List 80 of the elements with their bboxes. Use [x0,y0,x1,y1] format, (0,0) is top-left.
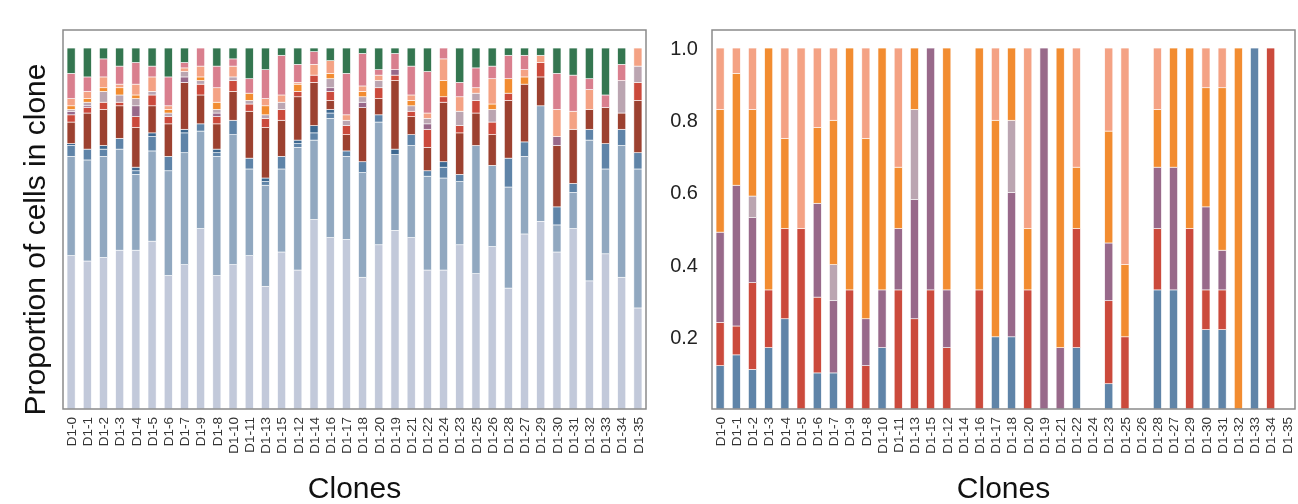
x-tick-label: D1-32 [582,417,598,454]
x-tick-label: D1-21 [403,417,419,454]
y-tick-label: 0.6 [670,181,698,204]
x-tick-label: D1-10 [225,417,241,454]
x-tick-label: D1-33 [598,417,614,454]
x-tick-label: D1-35 [630,417,646,454]
x-tick-label: D1-22 [1069,417,1085,454]
x-tick-label: D1-2 [96,417,112,447]
x-tick-label: D1-29 [1182,417,1198,454]
x-tick-label: D1-1 [729,417,745,447]
x-tick-label: D1-11 [241,417,257,453]
y-tick-label: 0.2 [670,325,698,348]
x-tick-label: D1-25 [1117,417,1133,454]
x-tick-label: D1-3 [761,417,777,447]
x-tick-label: D1-10 [874,417,890,454]
x-tick-label: D1-18 [355,417,371,454]
x-tick-label: D1-6 [809,417,825,447]
x-tick-label: D1-28 [1150,417,1166,454]
x-tick-label: D1-14 [306,416,322,454]
x-tick-label: D1-28 [501,417,517,454]
x-tick-label: D1-25 [468,417,484,454]
x-tick-label: D1-15 [274,417,290,454]
x-tick-label: D1-19 [1036,417,1052,454]
x-tick-label: D1-6 [160,417,176,447]
x-tick-label: D1-31 [1214,417,1230,454]
x-tick-label: D1-23 [1101,417,1117,454]
x-tick-label: D1-17 [988,417,1004,454]
x-tick-label: D1-15 [923,417,939,454]
y-tick-label: 1.0 [670,36,698,59]
x-tick-label: D1-7 [177,417,193,447]
y-axis-title: Proportion of cells in clone [18,63,51,416]
x-tick-label: D1-26 [484,417,500,454]
x-tick-label: D1-4 [128,416,144,447]
x-tick-label: D1-20 [371,417,387,454]
x-tick-label: D1-30 [549,417,565,454]
x-tick-label: D1-8 [858,417,874,447]
x-axis-title: Clones [956,471,1051,504]
x-tick-label: D1-0 [63,417,79,447]
x-tick-label: D1-12 [290,417,306,454]
x-tick-label: D1-35 [1279,417,1295,454]
x-tick-label: D1-2 [745,417,761,447]
x-tick-label: D1-27 [1166,417,1182,454]
x-tick-label: D1-26 [1133,417,1149,454]
x-tick-label: D1-31 [565,417,581,454]
x-tick-label: D1-17 [339,417,355,454]
x-tick-label: D1-23 [452,417,468,454]
y-tick-label: 0.4 [670,253,698,276]
x-tick-label: D1-1 [80,417,96,447]
x-tick-label: D1-18 [1004,417,1020,454]
x-tick-label: D1-14 [955,416,971,454]
x-tick-label: D1-22 [420,417,436,454]
x-axis-title: Clones [307,471,402,504]
x-tick-label: D1-20 [1020,417,1036,454]
x-tick-label: D1-33 [1247,417,1263,454]
x-tick-label: D1-24 [1085,416,1101,454]
x-tick-label: D1-34 [614,416,630,454]
y-tick-label: 0.8 [670,109,698,132]
x-tick-label: D1-29 [533,417,549,454]
x-tick-label: D1-30 [1198,417,1214,454]
x-tick-label: D1-19 [387,417,403,454]
x-tick-label: D1-16 [971,417,987,454]
x-tick-label: D1-24 [436,416,452,454]
x-tick-label: D1-32 [1231,417,1247,454]
x-tick-label: D1-13 [258,417,274,454]
x-tick-label: D1-21 [1052,417,1068,454]
x-tick-label: D1-9 [842,417,858,447]
x-tick-label: D1-16 [322,417,338,454]
x-tick-label: D1-7 [826,417,842,447]
x-tick-label: D1-4 [777,416,793,447]
x-tick-label: D1-3 [112,417,128,447]
x-tick-label: D1-5 [144,417,160,447]
x-tick-label: D1-8 [209,417,225,447]
x-tick-label: D1-13 [907,417,923,454]
x-tick-label: D1-0 [712,417,728,447]
x-tick-label: D1-34 [1263,416,1279,454]
x-tick-label: D1-9 [193,417,209,447]
x-tick-label: D1-27 [517,417,533,454]
x-tick-label: D1-11 [890,417,906,453]
x-tick-label: D1-12 [939,417,955,454]
x-tick-label: D1-5 [793,417,809,447]
